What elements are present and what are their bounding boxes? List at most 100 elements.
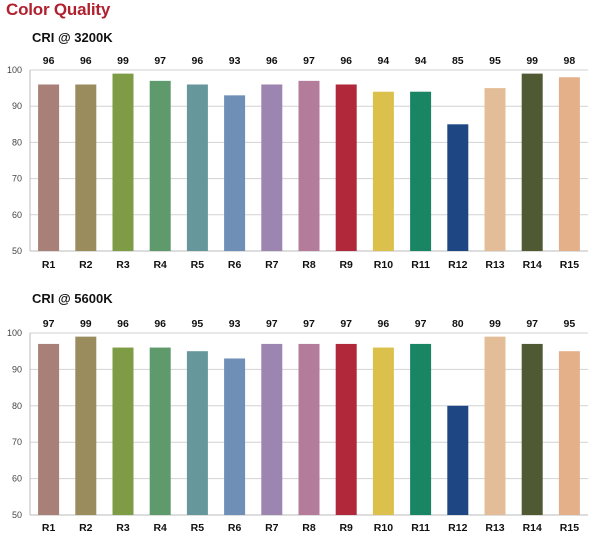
category-label-3200k-r8: R8 <box>302 259 316 271</box>
value-label-3200k-r8: 97 <box>303 55 315 67</box>
bar-5600k-r15 <box>558 351 580 515</box>
bar-5600k-r6 <box>224 358 246 515</box>
category-label-3200k-r12: R12 <box>448 259 467 271</box>
category-label-5600k-r14: R14 <box>523 522 542 534</box>
bar-5600k-r10 <box>372 347 394 515</box>
bar-3200k-r3 <box>112 73 134 252</box>
category-label-3200k-r6: R6 <box>228 259 242 271</box>
bar-3200k-r5 <box>186 84 208 251</box>
value-label-5600k-r8: 97 <box>303 318 315 330</box>
value-label-5600k-r3: 96 <box>117 318 129 330</box>
bar-3200k-r6 <box>224 95 246 251</box>
category-label-5600k-r1: R1 <box>42 522 56 534</box>
category-label-3200k-r4: R4 <box>153 259 167 271</box>
value-label-3200k-r12: 85 <box>452 55 464 67</box>
category-label-3200k-r14: R14 <box>523 259 542 271</box>
chart-title-3200k: CRI @ 3200K <box>32 30 113 45</box>
value-label-5600k-r1: 97 <box>43 318 55 330</box>
bar-5600k-r7 <box>261 343 283 515</box>
bar-5600k-r8 <box>298 343 320 515</box>
category-label-5600k-r5: R5 <box>191 522 205 534</box>
value-label-3200k-r4: 97 <box>154 55 166 67</box>
bar-3200k-r14 <box>521 73 543 252</box>
bar-5600k-r5 <box>186 351 208 515</box>
category-label-5600k-r9: R9 <box>339 522 353 534</box>
category-label-5600k-r7: R7 <box>265 522 279 534</box>
bar-5600k-r4 <box>149 347 171 515</box>
value-label-5600k-r13: 99 <box>489 318 501 330</box>
category-label-3200k-r15: R15 <box>560 259 579 271</box>
bar-5600k-r12 <box>447 405 469 515</box>
y-tick-label-3200k-60: 60 <box>12 210 22 220</box>
value-label-5600k-r11: 97 <box>415 318 427 330</box>
category-label-5600k-r6: R6 <box>228 522 242 534</box>
bar-3200k-r11 <box>410 91 432 251</box>
category-label-3200k-r13: R13 <box>485 259 504 271</box>
page-title: Color Quality <box>6 0 111 19</box>
y-tick-label-3200k-80: 80 <box>12 137 22 147</box>
y-tick-label-3200k-70: 70 <box>12 174 22 184</box>
category-label-3200k-r1: R1 <box>42 259 56 271</box>
value-label-3200k-r5: 96 <box>192 55 204 67</box>
bar-3200k-r9 <box>335 84 357 251</box>
value-label-3200k-r10: 94 <box>378 55 390 67</box>
value-label-5600k-r12: 80 <box>452 318 464 330</box>
y-tick-label-5600k-60: 60 <box>12 474 22 484</box>
category-label-3200k-r7: R7 <box>265 259 279 271</box>
value-label-3200k-r15: 98 <box>564 55 576 67</box>
bar-3200k-r1 <box>38 84 60 251</box>
bar-5600k-r3 <box>112 347 134 515</box>
bar-3200k-r4 <box>149 80 171 251</box>
bar-5600k-r14 <box>521 343 543 515</box>
y-tick-label-5600k-80: 80 <box>12 401 22 411</box>
value-label-3200k-r3: 99 <box>117 55 129 67</box>
category-label-5600k-r8: R8 <box>302 522 316 534</box>
category-label-5600k-r3: R3 <box>116 522 130 534</box>
chart-title-5600k: CRI @ 5600K <box>32 291 113 306</box>
category-label-3200k-r2: R2 <box>79 259 93 271</box>
value-label-3200k-r2: 96 <box>80 55 92 67</box>
value-label-3200k-r11: 94 <box>415 55 427 67</box>
value-label-5600k-r15: 95 <box>564 318 576 330</box>
y-tick-label-5600k-100: 100 <box>7 328 22 338</box>
category-label-5600k-r10: R10 <box>374 522 393 534</box>
bar-3200k-r12 <box>447 124 469 251</box>
category-label-3200k-r9: R9 <box>339 259 353 271</box>
y-tick-label-5600k-90: 90 <box>12 364 22 374</box>
category-label-3200k-r10: R10 <box>374 259 393 271</box>
category-label-3200k-r11: R11 <box>411 259 430 271</box>
value-label-5600k-r4: 96 <box>154 318 166 330</box>
bar-5600k-r1 <box>38 343 60 515</box>
category-label-5600k-r11: R11 <box>411 522 430 534</box>
bar-5600k-r2 <box>75 336 97 515</box>
value-label-5600k-r10: 96 <box>378 318 390 330</box>
category-label-5600k-r4: R4 <box>153 522 167 534</box>
y-tick-label-5600k-50: 50 <box>12 510 22 520</box>
y-tick-label-3200k-50: 50 <box>12 246 22 256</box>
value-label-5600k-r14: 97 <box>526 318 538 330</box>
bar-5600k-r9 <box>335 343 357 515</box>
value-label-3200k-r13: 95 <box>489 55 501 67</box>
bar-3200k-r2 <box>75 84 97 251</box>
value-label-3200k-r14: 99 <box>526 55 538 67</box>
category-label-5600k-r13: R13 <box>485 522 504 534</box>
value-label-3200k-r7: 96 <box>266 55 278 67</box>
category-label-5600k-r2: R2 <box>79 522 93 534</box>
bar-3200k-r15 <box>558 77 580 252</box>
y-tick-label-3200k-100: 100 <box>7 65 22 75</box>
bar-3200k-r10 <box>372 91 394 251</box>
y-tick-label-5600k-70: 70 <box>12 437 22 447</box>
category-label-5600k-r15: R15 <box>560 522 579 534</box>
bar-5600k-r13 <box>484 336 506 515</box>
value-label-5600k-r6: 93 <box>229 318 241 330</box>
category-label-5600k-r12: R12 <box>448 522 467 534</box>
value-label-5600k-r5: 95 <box>192 318 204 330</box>
value-label-3200k-r6: 93 <box>229 55 241 67</box>
value-label-5600k-r7: 97 <box>266 318 278 330</box>
category-label-3200k-r3: R3 <box>116 259 130 271</box>
bar-5600k-r11 <box>410 343 432 515</box>
category-label-3200k-r5: R5 <box>191 259 205 271</box>
value-label-3200k-r1: 96 <box>43 55 55 67</box>
